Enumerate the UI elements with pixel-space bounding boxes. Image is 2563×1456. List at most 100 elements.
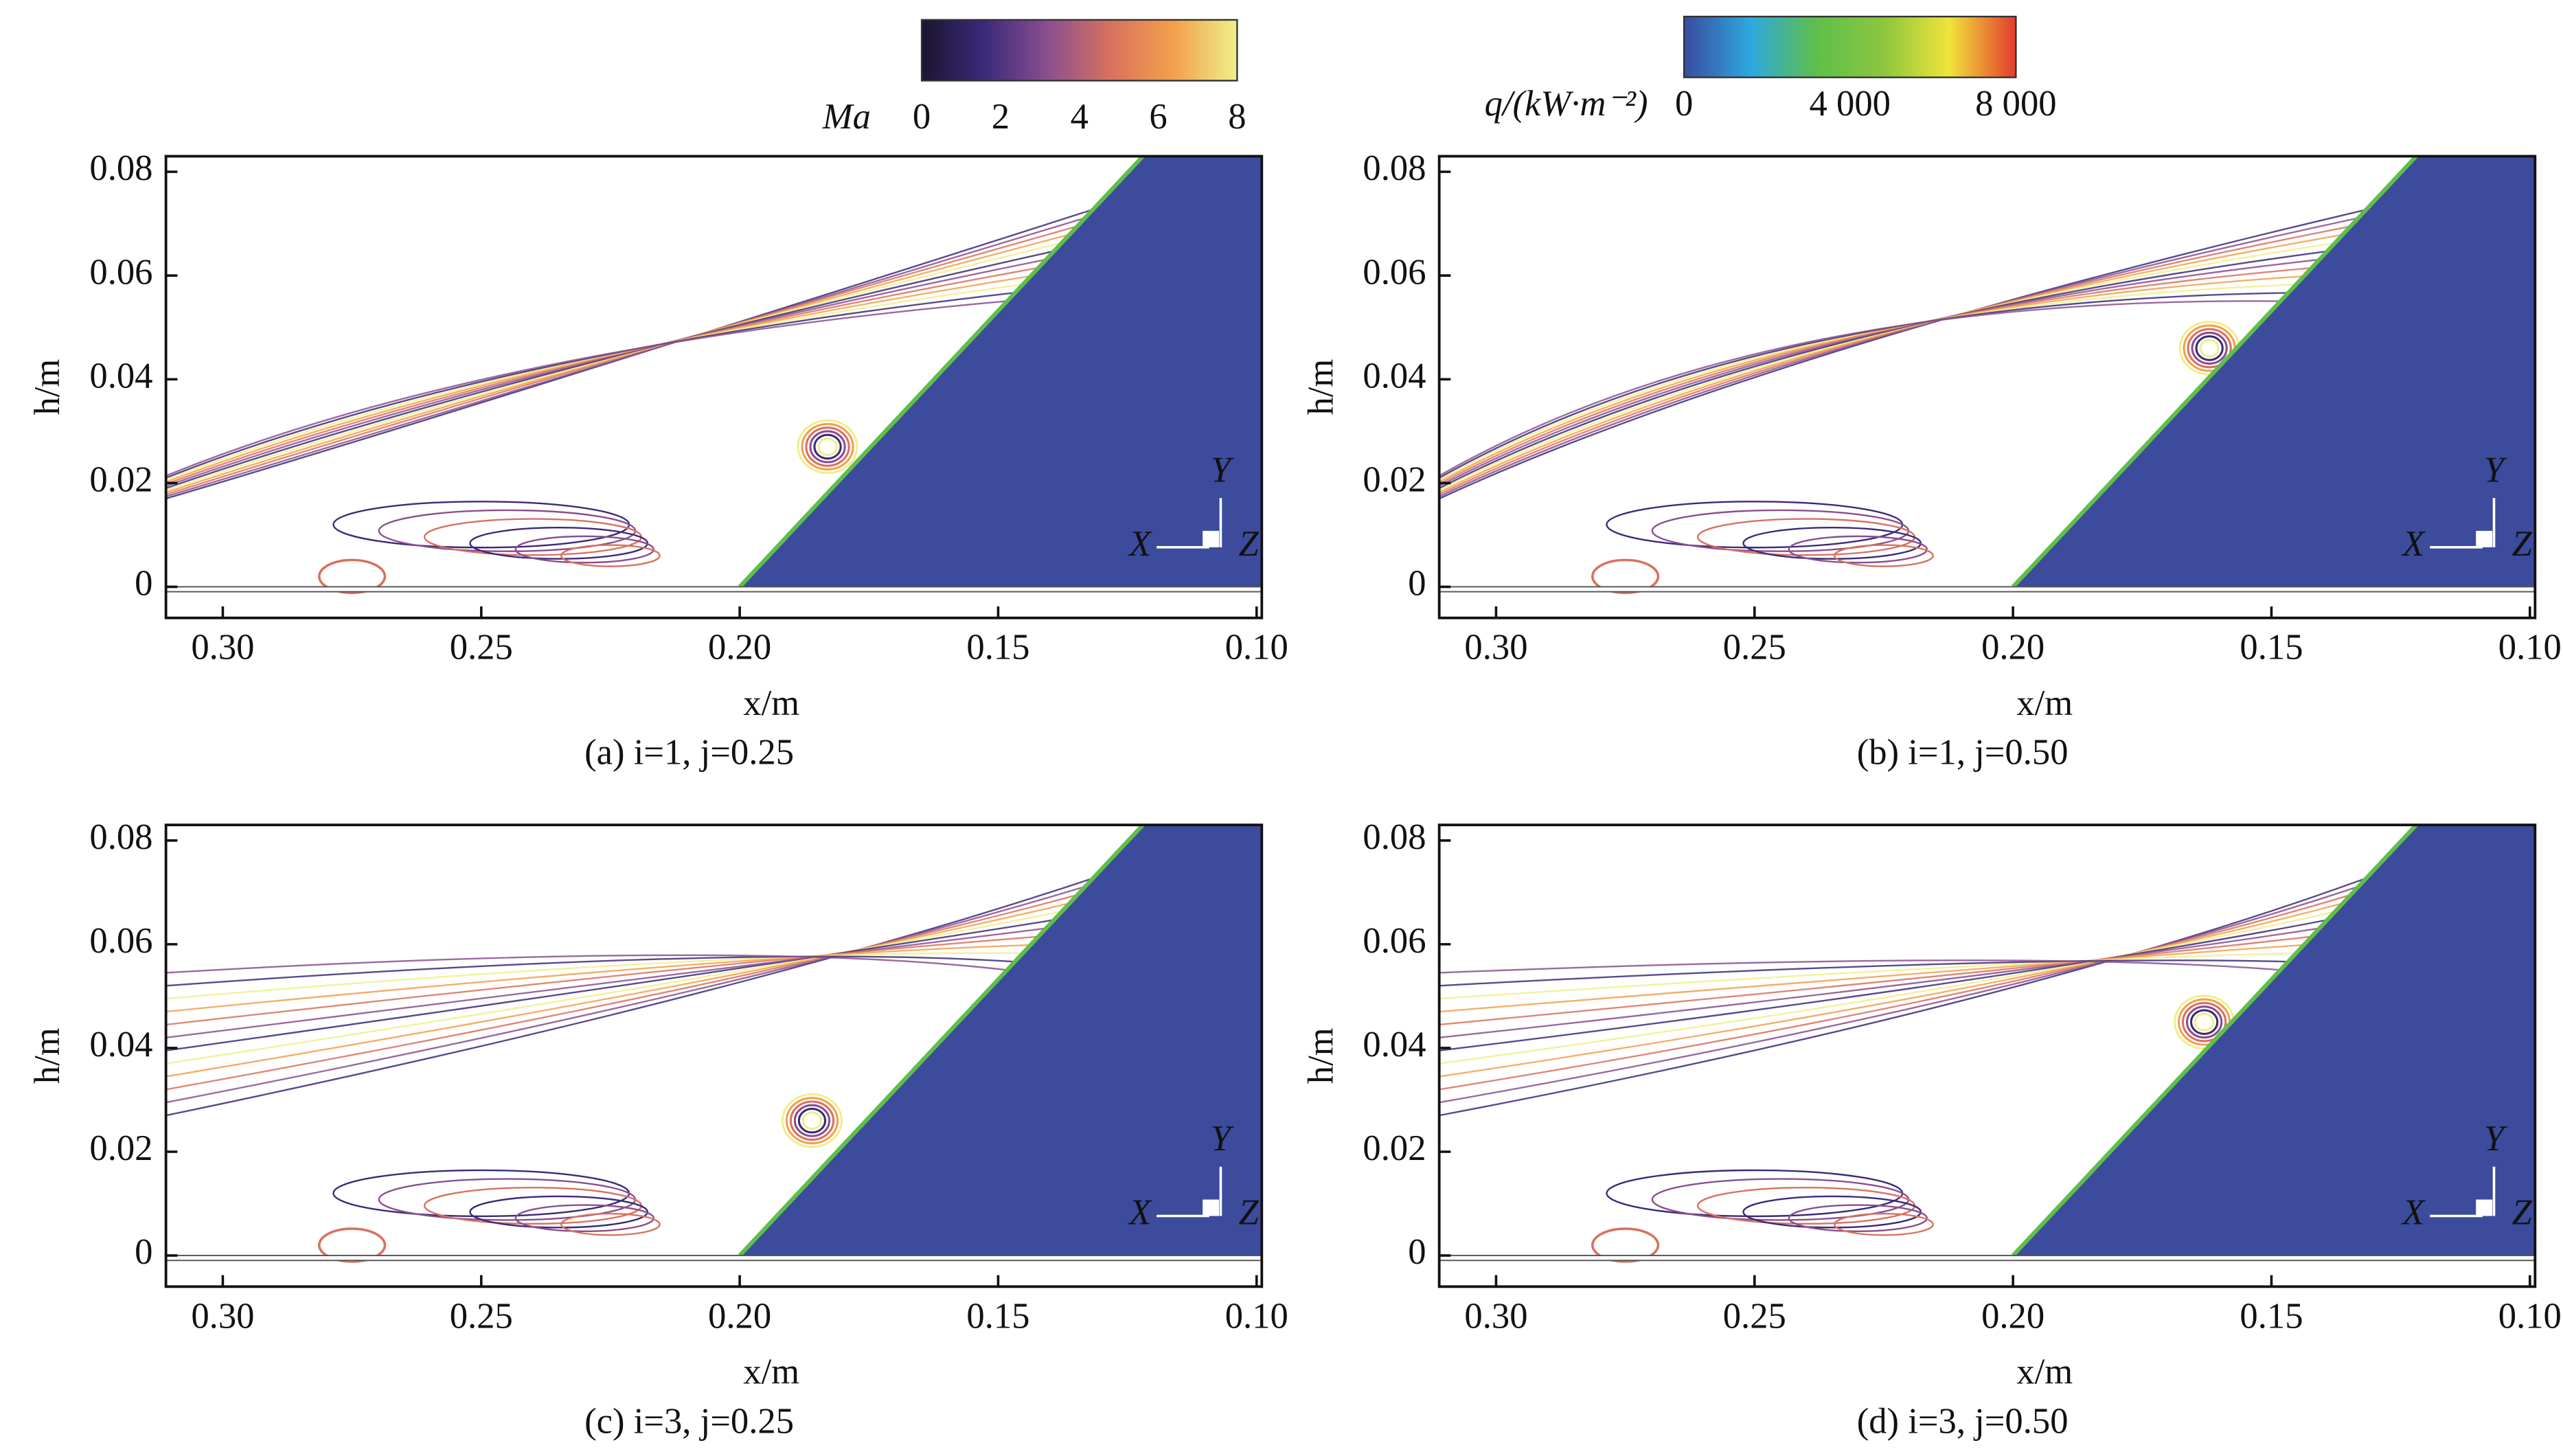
caption: (a) i=1, j=0.25 <box>584 733 794 773</box>
x-tick-label: 0.15 <box>966 1296 1029 1336</box>
vortex <box>785 1097 839 1145</box>
contour-loop <box>560 544 661 567</box>
contour-line <box>1439 267 2311 485</box>
triad-label: X <box>1128 1193 1152 1233</box>
x-tick-label: 0.10 <box>2498 628 2562 668</box>
vortex <box>789 1100 835 1141</box>
contour-line <box>1439 217 2357 498</box>
colorbar-tick-label: 4 <box>1071 97 1089 137</box>
x-tick-label: 0.30 <box>191 628 254 668</box>
contour-line <box>166 209 1092 500</box>
y-axis-label: h/m <box>27 1027 67 1084</box>
triad-label: X <box>2401 1193 2426 1233</box>
y-tick-label: 0.06 <box>1363 921 1426 961</box>
x-tick-label: 0.25 <box>450 1296 513 1336</box>
contour-line <box>166 886 1084 1104</box>
contour-line <box>166 954 1006 974</box>
contour-loop <box>332 501 630 549</box>
y-tick-label: 0.02 <box>1363 459 1426 499</box>
contour-line <box>1439 259 2319 487</box>
contour-line <box>1439 944 2303 1013</box>
contour-line <box>166 919 1053 1051</box>
vortex <box>2194 1012 2215 1032</box>
y-tick-label: 0 <box>135 563 152 603</box>
caption: (c) i=3, j=0.25 <box>584 1401 794 1441</box>
triad-z <box>1203 1199 1220 1216</box>
contour-line <box>166 242 1061 492</box>
vortex <box>805 426 850 467</box>
contour-line <box>1439 886 2358 1104</box>
contour-line <box>1439 878 2365 1117</box>
contour-loop <box>332 1169 630 1218</box>
y-axis-label: h/m <box>1301 359 1341 416</box>
triad-label: Z <box>1239 1193 1260 1233</box>
plot-area <box>1439 156 2536 595</box>
vortex <box>813 433 842 460</box>
wall <box>1439 1255 2536 1262</box>
vortex <box>2195 335 2224 361</box>
triad-label: Z <box>1239 524 1260 564</box>
plot-area <box>166 825 1262 1263</box>
vortex <box>801 422 854 471</box>
bottom-vortex <box>1591 1227 1660 1263</box>
contour-line <box>166 217 1084 498</box>
y-tick-label: 0 <box>135 1232 152 1272</box>
contour-loop <box>1788 1204 1928 1233</box>
contour-line <box>166 927 1045 1039</box>
x-axis-label: x/m <box>2016 683 2073 723</box>
colorbar <box>920 19 1238 82</box>
vortex <box>2187 328 2232 369</box>
bottom-vortex <box>1591 558 1660 595</box>
triad-label: Z <box>2512 1193 2533 1233</box>
contour-line <box>1439 935 2311 1026</box>
x-tick-label: 0.10 <box>1225 628 1288 668</box>
colorbar-tick-label: 6 <box>1149 97 1167 137</box>
triad-z <box>2476 530 2493 547</box>
vortex <box>817 437 838 456</box>
wedge <box>2013 825 2536 1256</box>
plot-area <box>1439 825 2536 1263</box>
wedge-surface <box>2011 825 2418 1258</box>
colorbar-tick-label: 8 000 <box>1975 84 2056 124</box>
axes-frame <box>1437 155 2537 619</box>
wedge <box>740 156 1262 587</box>
x-tick-label: 0.15 <box>2240 1296 2303 1336</box>
vortex <box>2185 1005 2223 1039</box>
contour-line <box>166 902 1069 1078</box>
contour-loop <box>1833 1212 1934 1236</box>
contour-line <box>1439 242 2334 491</box>
y-tick-label: 0.06 <box>89 252 152 292</box>
colorbar-tick-label: 0 <box>913 97 931 137</box>
contour-line <box>1439 927 2319 1039</box>
contour-line <box>1439 284 2295 481</box>
y-tick-label: 0.04 <box>89 356 152 396</box>
contour-line <box>1439 959 2279 974</box>
axes-frame <box>1437 823 2537 1288</box>
contour-line <box>1439 275 2303 483</box>
contour-loop <box>1788 535 1928 564</box>
x-tick-label: 0.25 <box>1723 1296 1786 1336</box>
triad-label: X <box>2401 524 2426 564</box>
contour-line <box>1439 911 2334 1065</box>
contour-line <box>166 952 1022 1000</box>
wedge-surface <box>738 156 1145 589</box>
triad-label: X <box>1128 524 1152 564</box>
axes-frame <box>164 823 1264 1288</box>
contour-line <box>1439 919 2326 1051</box>
contour-line <box>166 878 1092 1117</box>
wedge <box>740 825 1262 1256</box>
y-tick-label: 0.04 <box>89 1025 152 1065</box>
y-tick-label: 0.06 <box>89 921 152 961</box>
x-axis-label: x/m <box>2016 1352 2073 1392</box>
contour-line <box>1439 902 2342 1078</box>
vortex <box>801 1111 823 1130</box>
contour-loop <box>1606 501 1904 549</box>
x-tick-label: 0.25 <box>1723 628 1786 668</box>
contour-line <box>166 259 1045 487</box>
vortex <box>793 1104 831 1137</box>
contour-loop <box>514 535 654 564</box>
triad-label: Z <box>2512 524 2533 564</box>
y-tick-label: 0 <box>1408 1232 1426 1272</box>
wall <box>1439 586 2536 593</box>
